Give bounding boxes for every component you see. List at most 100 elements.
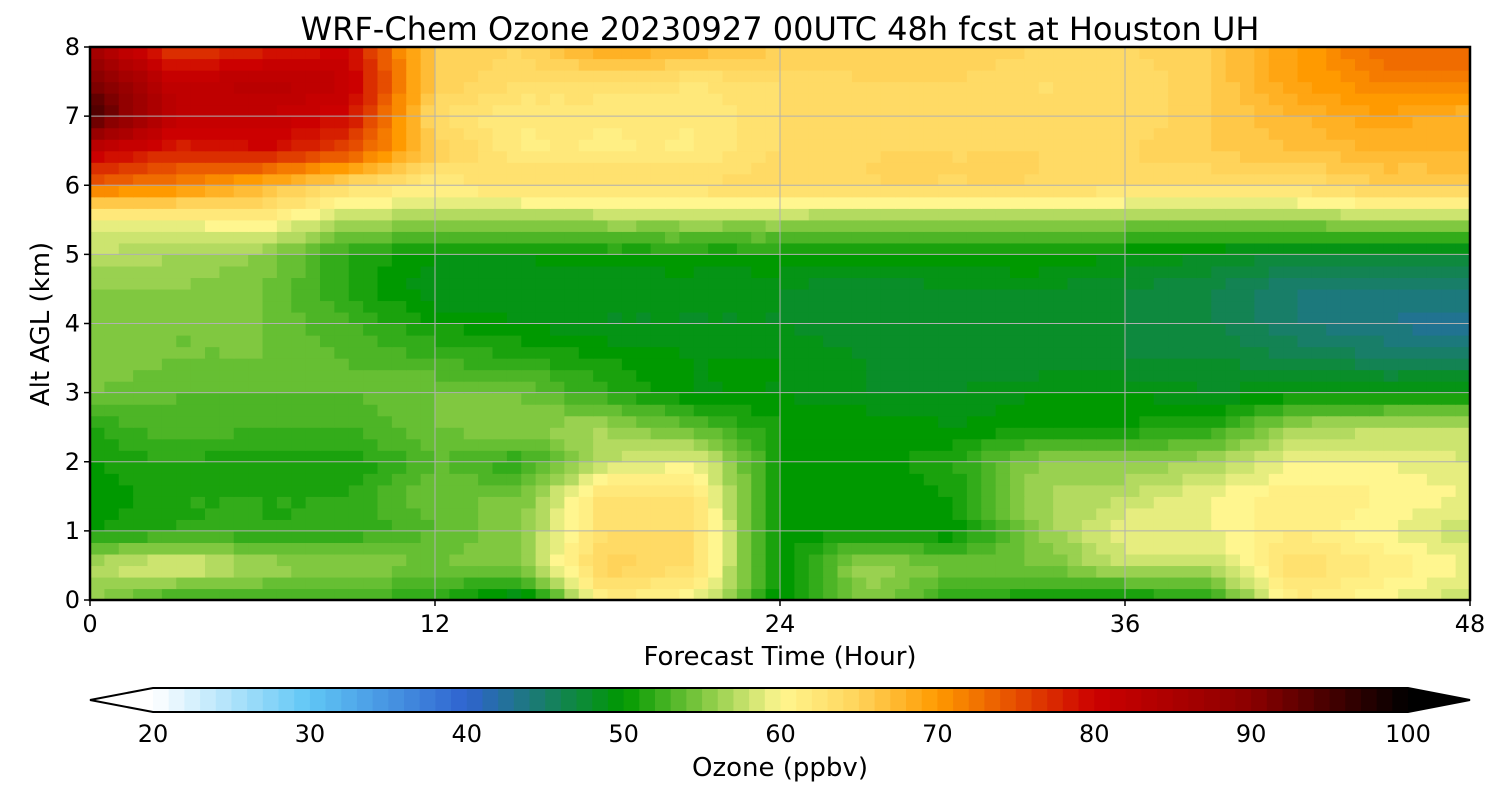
heatmap-cell (363, 323, 379, 336)
heatmap-cell (1211, 335, 1227, 348)
heatmap-cell (1383, 404, 1399, 417)
heatmap-cell (679, 346, 695, 359)
heatmap-cell (118, 565, 134, 578)
heatmap-cell (1240, 173, 1255, 186)
heatmap-cell (650, 473, 666, 486)
heatmap-cell (535, 300, 551, 313)
heatmap-cell (1326, 116, 1342, 129)
heatmap-cell (808, 139, 824, 152)
heatmap-cell (708, 288, 724, 302)
heatmap-cell (1038, 93, 1054, 106)
heatmap-cell (1268, 415, 1284, 428)
heatmap-cell (607, 346, 623, 359)
heatmap-cell (147, 127, 163, 140)
heatmap-cell (391, 116, 407, 129)
heatmap-cell (1096, 70, 1112, 83)
heatmap-cell (1024, 139, 1040, 152)
heatmap-cell (104, 553, 120, 567)
heatmap-cell (1211, 415, 1227, 428)
heatmap-cell (550, 47, 565, 60)
heatmap-cell (794, 507, 810, 520)
heatmap-cell (305, 438, 321, 451)
heatmap-cell (1383, 507, 1399, 520)
heatmap-cell (1340, 473, 1356, 486)
colorbar-segment (560, 688, 578, 712)
heatmap-cell (751, 70, 767, 83)
heatmap-cell (751, 461, 767, 474)
heatmap-cell (866, 530, 882, 543)
heatmap-cell (1211, 139, 1227, 152)
heatmap-cell (1283, 277, 1299, 290)
heatmap-cell (492, 392, 508, 405)
heatmap-cell (593, 139, 609, 152)
heatmap-cell (693, 553, 709, 567)
heatmap-cell (1398, 219, 1414, 232)
heatmap-cell (1053, 116, 1069, 129)
y-axis-label: Alt AGL (km) (26, 242, 56, 406)
heatmap-cell (1412, 404, 1428, 417)
heatmap-cell (1225, 484, 1241, 497)
heatmap-cell (1196, 450, 1212, 463)
heatmap-cell (478, 438, 494, 451)
heatmap-cell (190, 588, 206, 600)
heatmap-cell (693, 139, 709, 152)
heatmap-cell (1196, 461, 1212, 474)
heatmap-cell (1081, 254, 1097, 267)
heatmap-cell (564, 150, 580, 163)
heatmap-cell (1340, 392, 1356, 405)
heatmap-cell (463, 553, 479, 567)
heatmap-cell (492, 127, 508, 140)
heatmap-cell (564, 542, 580, 555)
heatmap-cell (909, 553, 925, 567)
heatmap-cell (391, 427, 407, 440)
heatmap-cell (1240, 311, 1255, 325)
heatmap-cell (1153, 265, 1169, 279)
heatmap-cell (1182, 392, 1198, 405)
heatmap-cell (348, 358, 364, 371)
heatmap-cell (909, 196, 925, 209)
heatmap-cell (995, 553, 1011, 567)
heatmap-cell (693, 58, 709, 71)
heatmap-cell (320, 473, 335, 486)
heatmap-cell (665, 519, 680, 532)
heatmap-cell (1326, 265, 1342, 279)
heatmap-cell (1067, 542, 1083, 555)
heatmap-cell (334, 93, 350, 106)
heatmap-cell (233, 185, 249, 198)
heatmap-cell (607, 173, 623, 186)
heatmap-cell (320, 47, 335, 60)
heatmap-cell (1225, 300, 1241, 313)
heatmap-cell (348, 346, 364, 359)
heatmap-cell (593, 507, 609, 520)
heatmap-cell (90, 311, 105, 325)
heatmap-cell (435, 254, 450, 267)
heatmap-cell (1139, 542, 1155, 555)
heatmap-cell (765, 461, 781, 474)
heatmap-cell (851, 450, 867, 463)
heatmap-cell (305, 231, 321, 244)
heatmap-cell (938, 404, 954, 417)
heatmap-cell (1268, 185, 1284, 198)
heatmap-cell (909, 335, 925, 348)
heatmap-cell (1125, 450, 1140, 463)
heatmap-cell (708, 139, 724, 152)
heatmap-cell (1053, 47, 1069, 60)
heatmap-cell (248, 335, 264, 348)
heatmap-cell (262, 415, 278, 428)
heatmap-cell (1369, 427, 1385, 440)
heatmap-cell (1311, 323, 1327, 336)
heatmap-cell (1139, 496, 1155, 509)
heatmap-cell (1326, 185, 1342, 198)
heatmap-cell (1383, 231, 1399, 244)
heatmap-cell (693, 231, 709, 244)
heatmap-cell (722, 369, 738, 382)
heatmap-cell (118, 335, 134, 348)
heatmap-cell (1311, 47, 1327, 60)
heatmap-cell (1038, 427, 1054, 440)
heatmap-cell (262, 427, 278, 440)
heatmap-cell (995, 461, 1011, 474)
colorbar-segment (811, 688, 829, 712)
heatmap-cell (1254, 415, 1270, 428)
y-tick-label: 4 (65, 310, 80, 338)
heatmap-cell (276, 542, 292, 555)
